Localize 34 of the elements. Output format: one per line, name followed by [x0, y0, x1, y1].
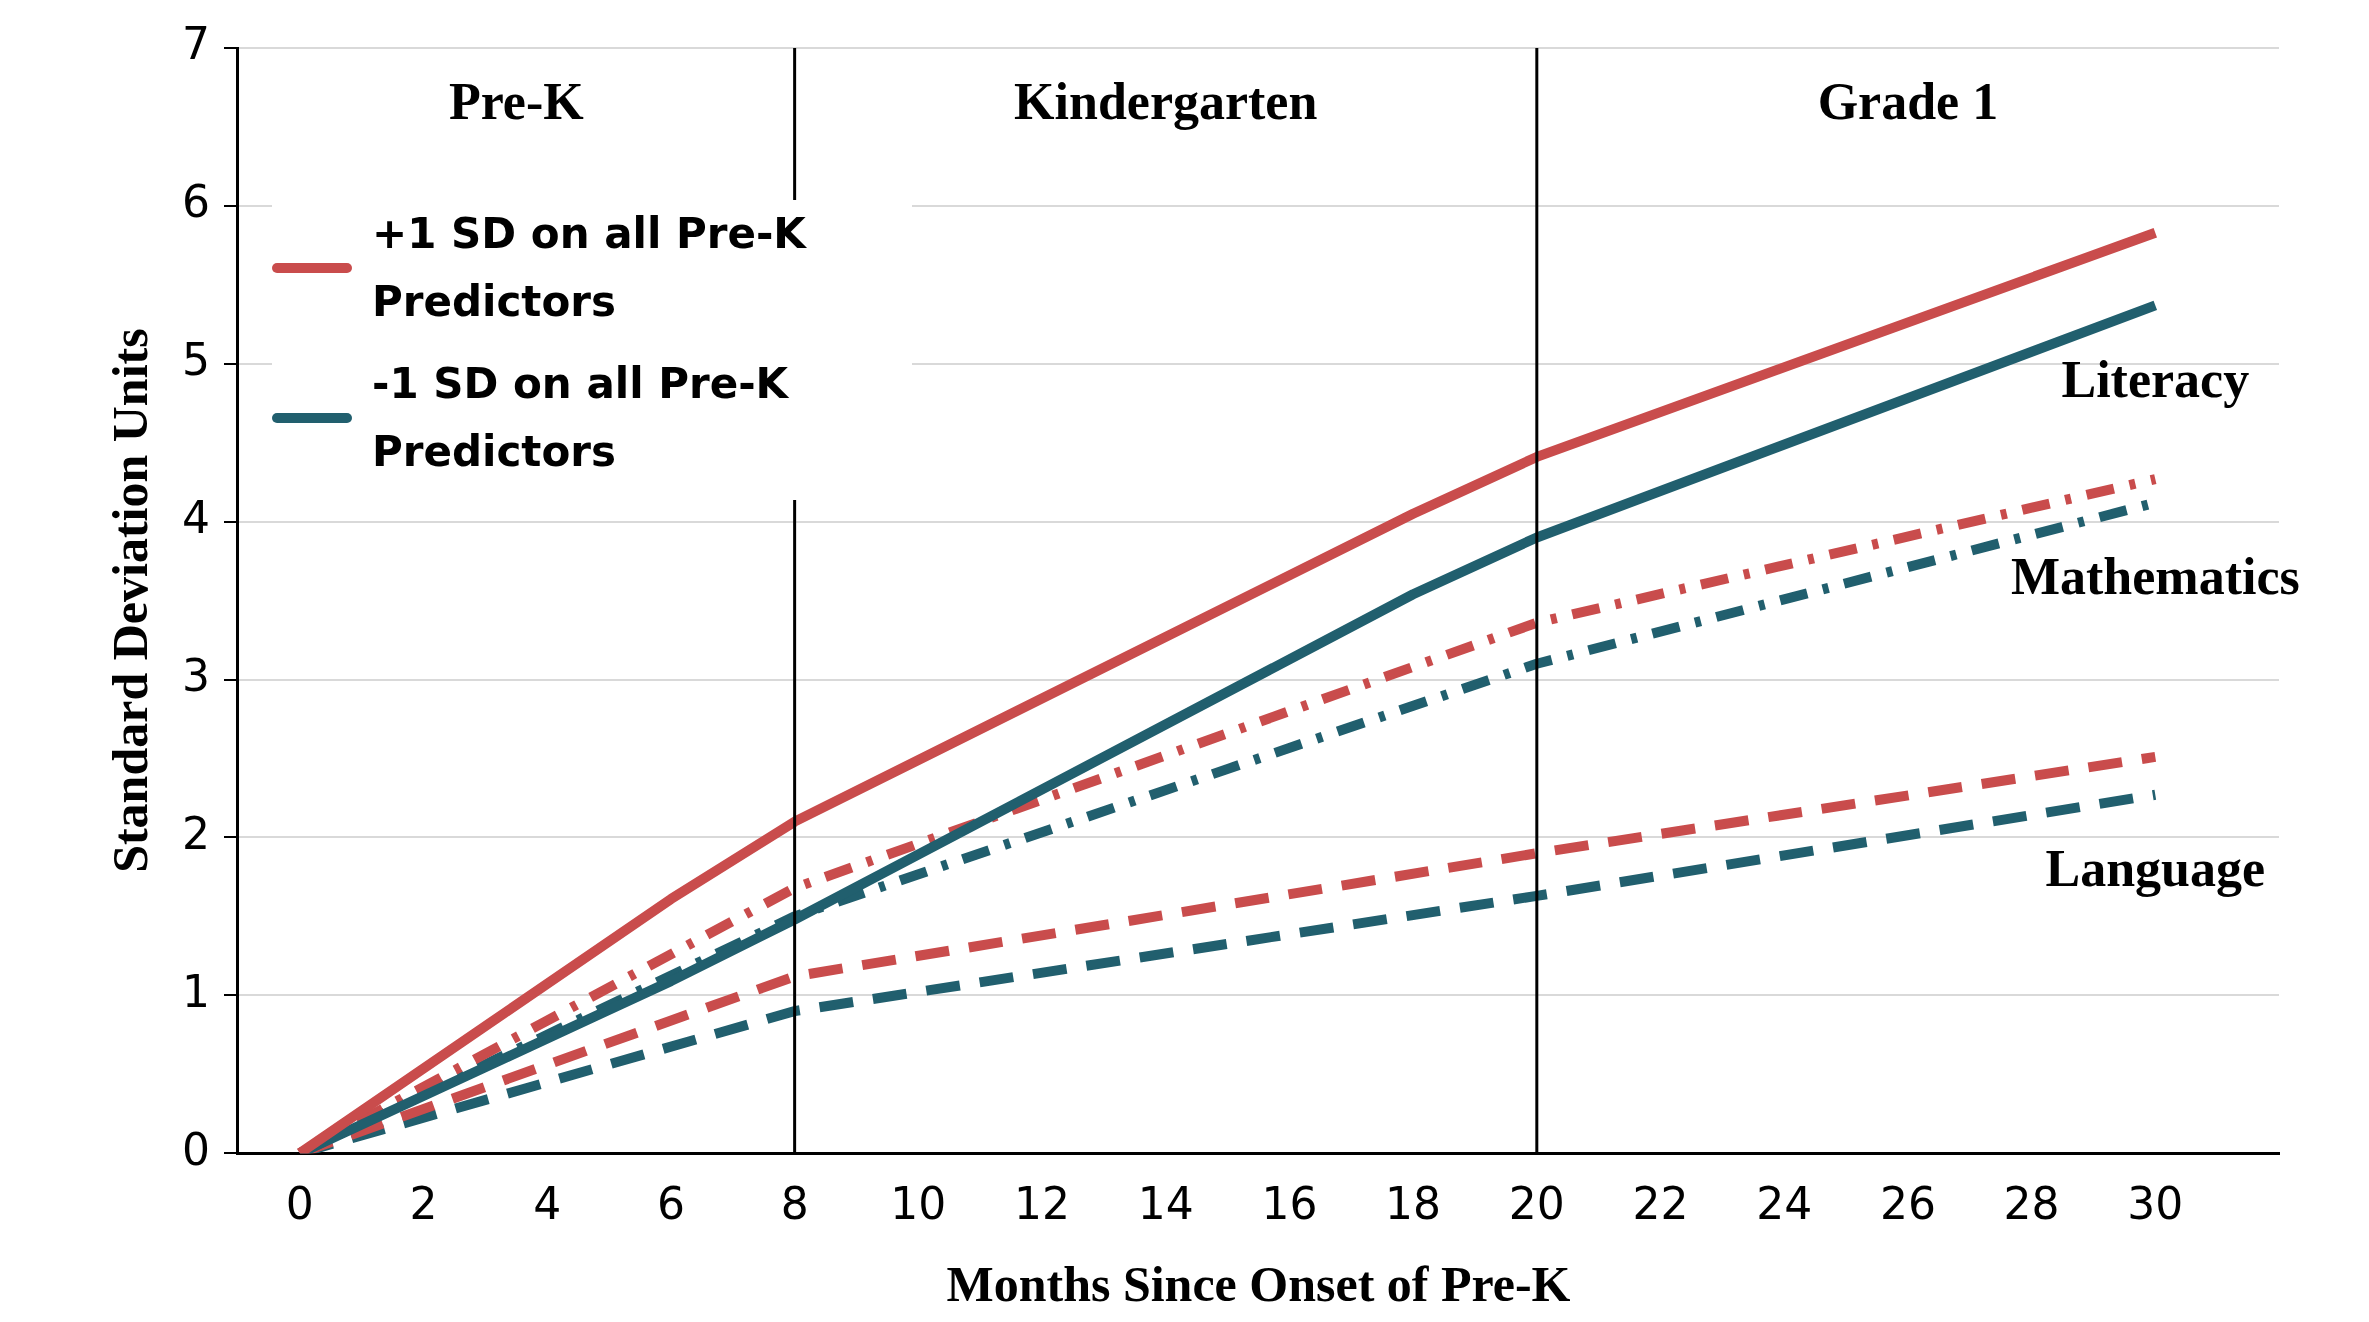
- x-tick-label: 18: [1385, 1178, 1442, 1230]
- y-tick-label: 4: [181, 492, 210, 544]
- x-tick-label: 8: [780, 1178, 809, 1230]
- x-tick-label: 30: [2127, 1178, 2184, 1230]
- x-tick-label: 0: [285, 1178, 314, 1230]
- x-tick-label: 26: [1879, 1178, 1936, 1230]
- y-tick-label: 7: [181, 18, 210, 70]
- y-axis-title: Standard Deviation Units: [101, 328, 158, 873]
- annotation: Literacy: [2061, 350, 2250, 408]
- annotation: Kindergarten: [1014, 73, 1318, 131]
- x-tick-label: 28: [2003, 1178, 2060, 1230]
- x-tick-label: 14: [1137, 1178, 1194, 1230]
- x-tick-label: 12: [1014, 1178, 1071, 1230]
- x-tick-label: 6: [656, 1178, 685, 1230]
- x-tick-label: 2: [409, 1178, 438, 1230]
- legend-label: -1 SD on all Pre-K Predictors: [372, 358, 790, 478]
- x-tick-label: 22: [1632, 1178, 1689, 1230]
- x-tick-label: 16: [1261, 1178, 1318, 1230]
- annotation: Language: [2045, 840, 2266, 898]
- x-tick-label: 4: [533, 1178, 562, 1230]
- y-tick-label: 0: [181, 1123, 210, 1175]
- y-tick-label: 1: [181, 965, 210, 1017]
- annotation: Mathematics: [2010, 548, 2300, 606]
- y-tick-label: 3: [181, 649, 210, 701]
- y-tick-label: 2: [181, 807, 210, 859]
- x-tick-label: 20: [1508, 1178, 1565, 1230]
- x-tick-label: 10: [890, 1178, 947, 1230]
- legend-label: +1 SD on all Pre-K Predictors: [372, 208, 808, 328]
- y-tick-label: 5: [181, 334, 210, 386]
- x-tick-label: 24: [1756, 1178, 1813, 1230]
- y-tick-label: 6: [181, 176, 210, 228]
- annotation: Pre-K: [448, 73, 585, 131]
- annotation: Grade 1: [1817, 73, 1999, 131]
- x-axis-title: Months Since Onset of Pre-K: [946, 1255, 1571, 1312]
